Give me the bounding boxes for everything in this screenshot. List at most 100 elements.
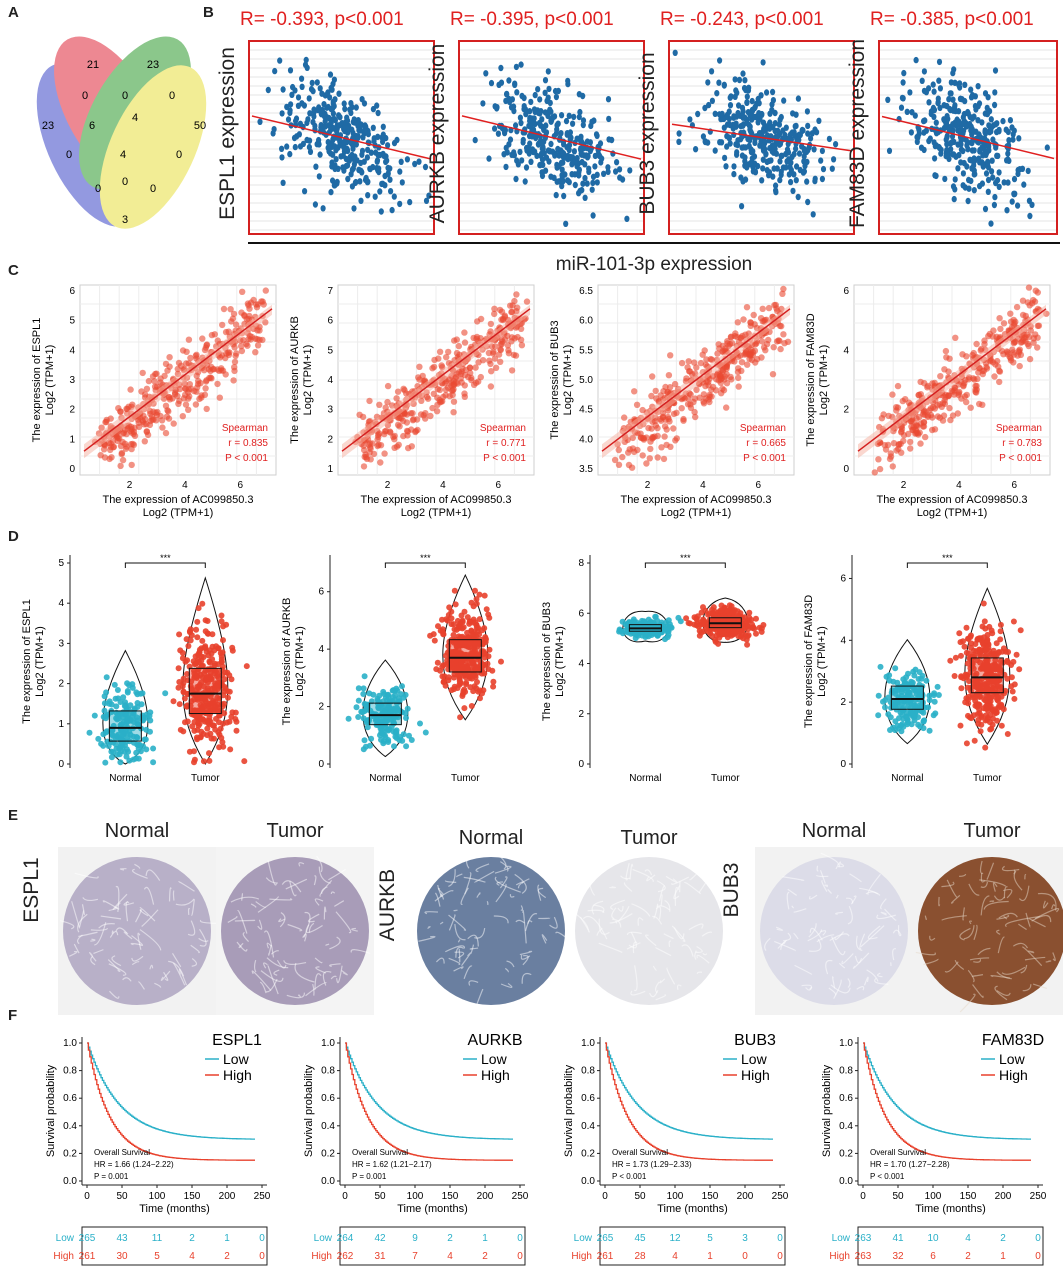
scatter-point (488, 79, 495, 87)
scatter-point (119, 438, 126, 446)
regression-line (881, 115, 1055, 160)
y-axis-label: The expression of BUB3 (541, 602, 553, 721)
data-point (243, 663, 250, 670)
scatter-point (960, 170, 966, 177)
scatter-point (199, 335, 206, 342)
scatter-point (780, 285, 787, 293)
scatter-point (931, 88, 937, 95)
data-point (486, 614, 493, 621)
scatter-point (673, 409, 680, 416)
data-point (195, 722, 202, 729)
scatter-point (933, 172, 939, 180)
y-tick-label: 6 (318, 587, 324, 598)
scatter-point (709, 68, 715, 75)
scatter-point (787, 164, 793, 171)
scatter-point (955, 141, 961, 148)
data-point (186, 748, 193, 755)
data-point (978, 721, 985, 728)
scatter-point (752, 359, 759, 366)
data-point (391, 743, 397, 750)
scatter-point (170, 420, 177, 427)
scatter-point (244, 342, 251, 349)
scatter-point (523, 110, 529, 118)
data-point (117, 759, 124, 766)
venn-count: 0 (122, 90, 128, 102)
y-tick-label: 6 (840, 573, 846, 584)
scatter-point (207, 367, 214, 375)
regression-line (83, 308, 273, 452)
scatter-point (576, 169, 582, 176)
scatter-point (759, 305, 766, 312)
scatter-point (314, 79, 320, 86)
scatter-point (968, 86, 974, 93)
scatter-point (316, 173, 322, 180)
scatter-point (760, 59, 766, 66)
data-point (961, 643, 968, 650)
scatter-point (720, 115, 726, 123)
data-point (204, 718, 210, 724)
data-point (199, 637, 206, 644)
data-point (195, 685, 202, 692)
y-axis-unit: Log2 (TPM+1) (34, 626, 46, 697)
scatter-point (245, 315, 252, 323)
panel-b-stat: R= -0.395, p<0.001 (450, 9, 614, 30)
scatter-point (665, 372, 673, 379)
scatter-point (250, 296, 257, 304)
scatter-point (921, 68, 927, 75)
scatter-point (889, 391, 896, 398)
scatter-point (445, 348, 452, 356)
data-point (705, 611, 712, 618)
scatter-point (648, 425, 655, 432)
data-point (1001, 690, 1008, 697)
scatter-point (328, 188, 334, 196)
scatter-point (740, 70, 746, 77)
data-point (973, 648, 980, 655)
data-point (451, 671, 458, 678)
scatter-point (804, 158, 810, 166)
y-tick-label: 2 (578, 709, 584, 720)
regression-line (601, 308, 791, 452)
scatter-point (561, 192, 567, 200)
scatter-point (571, 113, 577, 121)
scatter-point (810, 211, 816, 218)
y-tick-label: 3.5 (579, 464, 593, 475)
data-point (122, 702, 129, 709)
scatter-point (306, 143, 312, 151)
scatter-point (944, 113, 950, 120)
scatter-point (766, 172, 772, 179)
data-point (213, 667, 220, 674)
data-point (355, 697, 362, 704)
scatter-point (643, 434, 650, 441)
scatter-point (629, 434, 636, 442)
scatter-point (455, 342, 462, 350)
scatter-point (649, 373, 656, 380)
scatter-point (992, 89, 998, 96)
scatter-point (673, 435, 680, 442)
scatter-point (971, 162, 977, 169)
data-point (882, 704, 888, 711)
scatter-point (606, 115, 612, 123)
data-point (983, 652, 990, 659)
data-point (176, 701, 183, 708)
y-tick-label: 2 (318, 702, 324, 713)
scatter-point (902, 396, 909, 403)
scatter-point (397, 200, 403, 208)
scatter-point (700, 133, 706, 140)
scatter-point (1021, 181, 1027, 188)
scatter-point (1009, 198, 1015, 205)
data-point (960, 638, 966, 645)
data-point (403, 715, 409, 721)
scatter-point (721, 82, 727, 89)
y-axis-unit: Log2 (TPM+1) (44, 345, 56, 416)
scatter-point (291, 134, 298, 142)
scatter-point (300, 140, 306, 148)
scatter-point (984, 104, 990, 112)
scatter-point (303, 56, 309, 64)
scatter-point (559, 175, 565, 182)
data-point (216, 731, 223, 738)
y-axis-label: The expression of AURKB (281, 598, 293, 726)
scatter-point (1010, 349, 1017, 356)
data-point (956, 630, 963, 637)
scatter-point (893, 407, 900, 414)
scatter-point (364, 154, 370, 161)
